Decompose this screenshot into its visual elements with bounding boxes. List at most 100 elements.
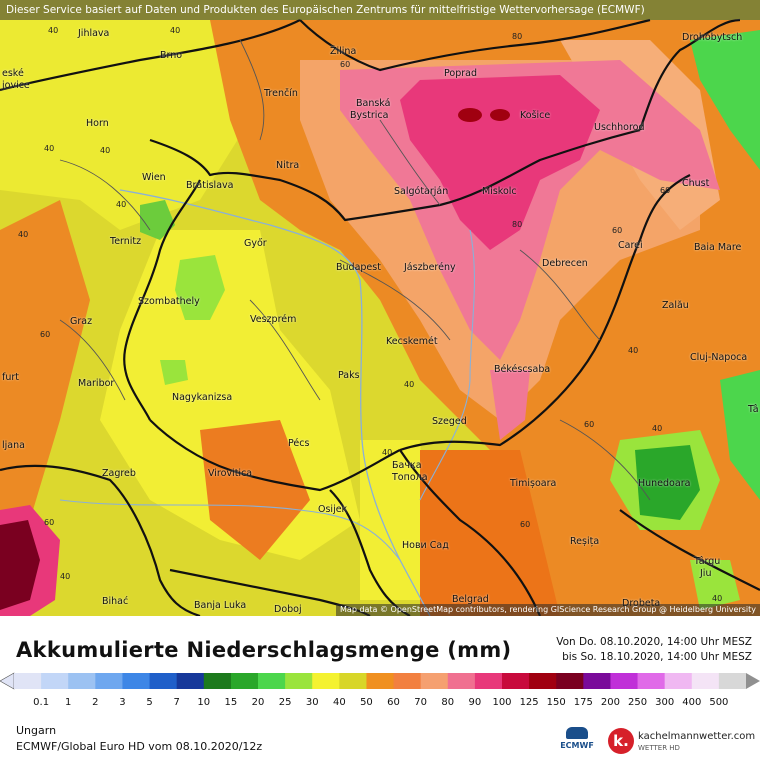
city-jaszbereny: Jászberény	[404, 262, 456, 273]
city-gyor: Győr	[244, 238, 267, 249]
city-banja-luka: Banja Luka	[194, 600, 247, 611]
colorbar-tick-label: 20	[251, 697, 265, 708]
contour-label: 80	[512, 220, 523, 229]
city-hunedoara: Hunedoara	[638, 478, 691, 489]
contour-label: 40	[652, 424, 663, 433]
colorbar-segment	[420, 673, 449, 689]
field-green-hunedoara-inner	[635, 445, 700, 520]
colorbar-segment	[285, 673, 313, 689]
map-attribution: Map data © OpenStreetMap contributors, r…	[336, 604, 760, 616]
contour-label: 60	[44, 518, 55, 527]
colorbar-segment	[203, 673, 232, 689]
contour-label: 40	[116, 200, 127, 209]
city-maribor: Maribor	[78, 378, 115, 389]
colorbar-segment	[230, 673, 259, 689]
city-kecskemet: Kecskemét	[386, 336, 438, 347]
region-border-7	[59, 319, 126, 401]
ecmwf-icon	[566, 727, 588, 739]
region-label: Ungarn	[16, 724, 57, 737]
city-poprad: Poprad	[444, 68, 477, 79]
colorbar-tick-label: 1	[65, 697, 72, 708]
city-zagreb: Zagreb	[102, 468, 136, 479]
field-magenta	[400, 75, 600, 250]
border-hr-hu	[149, 419, 401, 492]
city-ljana: ljana	[2, 440, 25, 451]
colorbar-segment	[41, 673, 69, 689]
period-to: bis So. 18.10.2020, 14:00 Uhr MESZ	[562, 651, 752, 663]
region-border-2	[239, 39, 265, 141]
colorbar-segment	[583, 673, 611, 689]
colorbar-tick-label: 125	[519, 697, 539, 708]
colorbar-tick-label: 15	[224, 697, 238, 708]
city-jovice: jovice	[2, 80, 30, 91]
city-jiu: Jiu	[700, 568, 712, 579]
city-zalau: Zalău	[662, 300, 689, 311]
ecmwf-logo: ECMWF	[560, 727, 594, 750]
kachelmann-logo-icon[interactable]: k.	[608, 728, 634, 754]
contour-label: 40	[712, 594, 723, 603]
contour-label: 60	[40, 330, 51, 339]
region-border-1	[59, 159, 151, 231]
kachelmann-brand-name[interactable]: kachelmannwetter.com	[638, 731, 756, 742]
model-run-label: ECMWF/Global Euro HD vom 08.10.2020/12z	[16, 740, 263, 753]
colorbar-segment	[664, 673, 693, 689]
city-timisoara: Timișoara	[510, 478, 557, 489]
colorbar-tick-label: 50	[360, 697, 373, 708]
field-orange-serbia	[420, 450, 560, 616]
region-border-6	[519, 249, 601, 341]
city-osijek: Osijek	[318, 504, 348, 515]
colorbar-segment	[474, 673, 503, 689]
city-chust: Chust	[682, 178, 710, 189]
border-sk-hu	[149, 128, 641, 222]
map-layers	[0, 0, 760, 616]
city-graz: Graz	[70, 316, 93, 327]
city-nitra: Nitra	[276, 160, 300, 171]
colorbar-tick-label: 5	[146, 697, 153, 708]
region-border-8	[559, 419, 651, 501]
colorbar-tick-label: 10	[197, 697, 211, 708]
colorbar-segment	[149, 673, 178, 689]
contour-label: 60	[612, 226, 623, 235]
city-bihac: Bihać	[102, 596, 129, 607]
colorbar-segment	[502, 673, 530, 689]
city-uschhorod: Uschhorod	[594, 122, 645, 133]
regional-borders	[59, 39, 651, 501]
border-ro-hu	[399, 174, 691, 452]
city-tz: Tâ	[748, 404, 759, 415]
colorbar-segment	[366, 673, 395, 689]
colorbar-tick-label: 175	[573, 697, 593, 708]
colorbar-tick-label: 40	[332, 697, 346, 708]
city-salgotarjan: Salgótarján	[394, 186, 449, 197]
city-veszprem: Veszprém	[250, 314, 297, 325]
field-green-3	[160, 360, 188, 385]
city-topola: Топола	[392, 472, 428, 483]
colorbar-segment	[312, 673, 340, 689]
city-targu: Târgu	[694, 556, 721, 567]
field-darkred-1	[458, 108, 482, 122]
colorbar-tick-label: 25	[278, 697, 292, 708]
contour-label: 40	[18, 230, 29, 239]
city-szombathely: Szombathely	[138, 296, 200, 307]
city-miskolc: Miskolc	[482, 186, 517, 197]
colorbar-segment	[339, 673, 367, 689]
city-cluj-napoca: Cluj-Napoca	[690, 352, 748, 363]
contour-label: 60	[584, 420, 595, 429]
colorbar-tick-label: 100	[492, 697, 512, 708]
legend-title: Akkumulierte Niederschlagsmenge (mm)	[16, 638, 512, 662]
colorbar-segment	[258, 673, 286, 689]
contour-label: 40	[60, 572, 71, 581]
border-at-hu	[123, 179, 201, 421]
field-green-east	[720, 370, 760, 500]
field-darkred-2	[490, 109, 510, 121]
city-paks: Paks	[338, 370, 360, 381]
city-novi-sad: Нови Сад	[402, 540, 449, 551]
colorbar-tick-label: 0.1	[33, 697, 50, 708]
precipitation-map[interactable]: Jihlava Brno Žilina Poprad Drohobytsch e…	[0, 0, 760, 616]
border-ua	[638, 18, 741, 131]
border-rs-ro	[399, 449, 542, 616]
field-yellow-vojvodina	[360, 440, 430, 600]
colorbar-tick-label: 30	[305, 697, 319, 708]
city-brno: Brno	[160, 50, 183, 61]
city-resita: Reșița	[570, 536, 600, 547]
colorbar-segment	[14, 673, 42, 689]
